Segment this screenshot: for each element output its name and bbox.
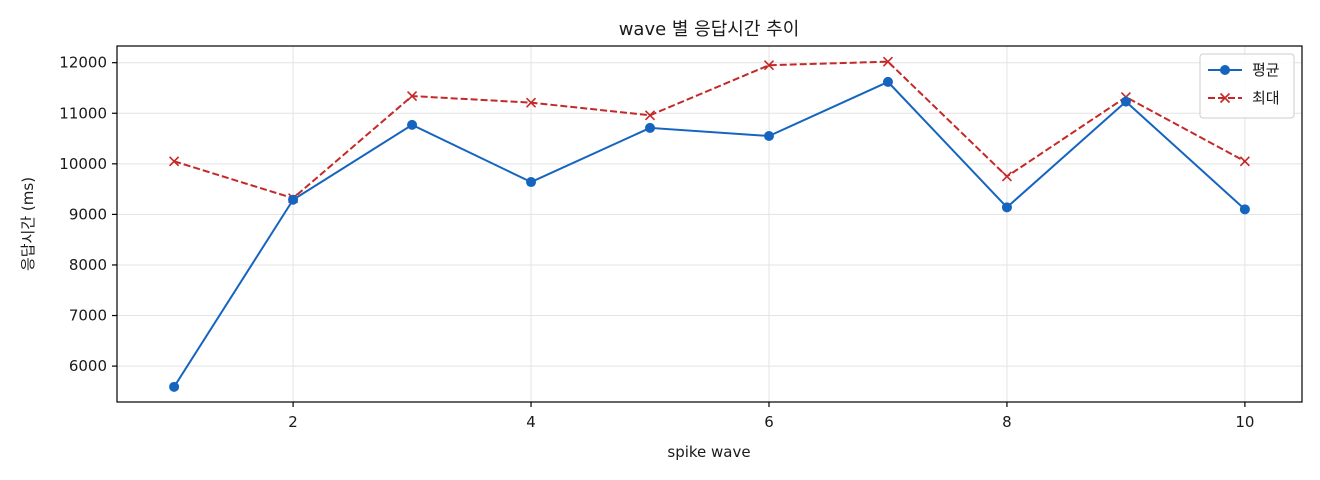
plot-frame [116, 45, 1303, 403]
data-point [763, 60, 775, 71]
legend-marker [1219, 92, 1231, 104]
x-tick-label: 6 [764, 413, 774, 431]
data-point [407, 119, 418, 130]
y-tick-label: 10000 [59, 155, 107, 173]
y-tick-label: 8000 [69, 256, 107, 274]
data-point [882, 76, 893, 87]
data-point [169, 381, 180, 392]
x-tick-label: 8 [1002, 413, 1012, 431]
data-point [763, 131, 774, 142]
data-point [1001, 171, 1013, 182]
legend-entry: 평균 [1208, 61, 1280, 79]
x-tick-label: 10 [1235, 413, 1254, 431]
data-point [644, 110, 656, 121]
x-tick-label: 2 [288, 413, 298, 431]
series-layer [169, 56, 1250, 392]
data-point [1001, 202, 1012, 213]
data-point [1239, 156, 1250, 167]
series-1 [169, 76, 1250, 392]
legend-entry: 최대 [1208, 89, 1280, 107]
data-point [406, 90, 418, 102]
legend-marker [1220, 65, 1230, 75]
legend-box [1199, 53, 1295, 119]
data-point [1120, 96, 1131, 107]
chart-title: wave 별 응답시간 추이 [619, 19, 800, 40]
x-tick-label: 4 [526, 413, 536, 431]
legend-label: 평균 [1252, 61, 1280, 79]
x-axis-label: spike wave [667, 443, 750, 461]
y-tick-label: 7000 [69, 307, 107, 325]
data-point [1239, 204, 1250, 215]
series-line [173, 80, 1246, 388]
data-point [526, 177, 537, 188]
data-point [882, 56, 894, 67]
y-axis-label: 응답시간 (ms) [19, 177, 37, 271]
y-tick-label: 12000 [59, 54, 107, 72]
tick-layer: 2 4 6 8 10 6000 7000 8000 9000 10000 11000 12000 [59, 54, 1254, 431]
legend-label: 최대 [1252, 89, 1280, 107]
data-point [288, 194, 299, 205]
series-line [173, 60, 1246, 200]
data-point [169, 156, 180, 167]
y-tick-label: 11000 [59, 104, 107, 122]
data-point [645, 122, 656, 133]
data-point [525, 97, 537, 108]
y-tick-label: 9000 [69, 205, 107, 223]
series-2 [169, 56, 1250, 204]
y-tick-label: 6000 [69, 357, 107, 375]
grid-layer [117, 46, 1302, 402]
